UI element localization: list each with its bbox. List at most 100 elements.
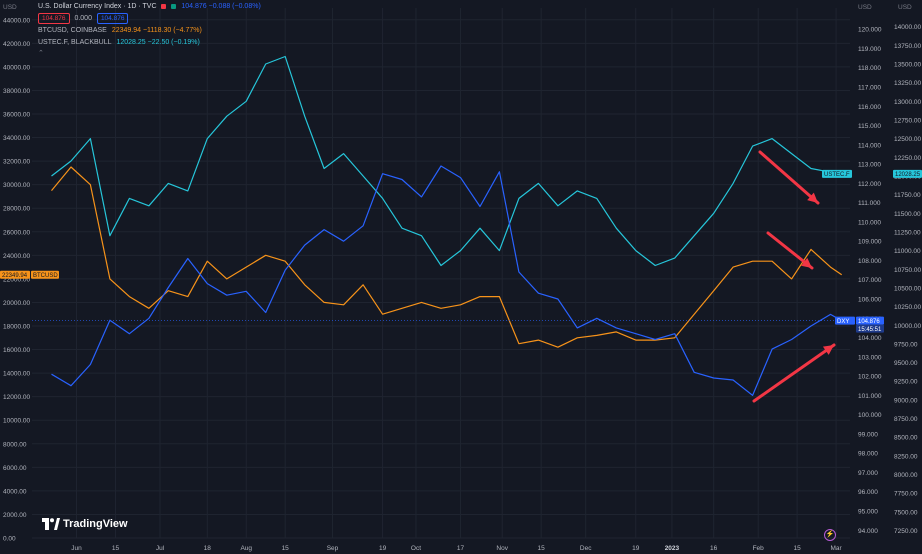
ustec-axis-tick-label: 11500.00 <box>894 211 921 218</box>
ustec-axis-tick-label: 7250.00 <box>894 528 918 535</box>
legend-btcusd-label: BTCUSD, COINBASE <box>38 27 107 34</box>
ustec-axis-tick-label: 7750.00 <box>894 491 918 498</box>
legend-ustec-label: USTEC.F, BLACKBULL <box>38 39 112 46</box>
ustec-axis-tick-label: 8250.00 <box>894 453 918 460</box>
lightning-icon[interactable]: ⚡ <box>824 529 836 541</box>
dxy-axis-tick-label: 111.000 <box>858 200 881 207</box>
left-axis-tick-label: 38000.00 <box>3 88 30 95</box>
dxy-last-price-badge: 104.876 <box>858 319 880 325</box>
time-axis-tick-label: Jun <box>71 545 82 552</box>
left-axis-tick-label: 26000.00 <box>3 229 30 236</box>
arrow-dxy-head <box>822 345 834 355</box>
dxy-axis-tick-label: 117.000 <box>858 85 881 92</box>
left-axis-tick-label: 8000.00 <box>3 441 27 448</box>
symbol-title[interactable]: U.S. Dollar Currency Index · 1D · TVC <box>38 3 157 10</box>
left-price-axis[interactable]: 0.00 2000.00 4000.00 6000.00 8000.00 10000.00… <box>3 17 30 542</box>
dxy-axis-tick-label: 119.000 <box>858 46 881 53</box>
legend-ustec-value: 12028.25 −22.50 (−0.19%) <box>116 39 200 46</box>
chart-title-row: U.S. Dollar Currency Index · 1D · TVC 10… <box>38 2 264 11</box>
btc-last-price-badge: 22349.94 <box>2 273 28 279</box>
dxy-series-badge: DXY <box>837 319 849 325</box>
dxy-axis-tick-label: 112.000 <box>858 181 881 188</box>
collapse-legend-icon[interactable]: ⌃ <box>38 50 44 57</box>
ustec-axis-tick-label: 9250.00 <box>894 379 918 386</box>
time-axis[interactable]: Jun 15 Jul 18 Aug 15 Sep 19 Oct 17 Nov 15 Dec 19 2023 1… <box>71 545 842 552</box>
spread-value: 0.000 <box>74 15 92 22</box>
ustec-axis-tick-label: 13750.00 <box>894 43 921 50</box>
ustec-last-price-badge-bg <box>893 169 922 178</box>
time-axis-tick-label: 18 <box>204 545 212 552</box>
time-axis-tick-label: Aug <box>240 545 252 552</box>
market-status-icon <box>171 3 177 9</box>
ustec-axis-tick-label: 10250.00 <box>894 304 921 311</box>
sell-button[interactable]: 104.876 <box>38 13 70 24</box>
dxy-countdown-badge-bg <box>856 324 884 333</box>
time-axis-tick-label: Sep <box>327 545 339 552</box>
ustec-series-badge: USTEC.F <box>824 172 850 178</box>
ustec-axis-tick-label: 8000.00 <box>894 472 918 479</box>
left-axis-tick-label: 4000.00 <box>3 488 27 495</box>
left-axis-unit: USD <box>3 4 17 11</box>
left-axis-tick-label: 20000.00 <box>3 300 30 307</box>
left-axis-tick-label: 44000.00 <box>3 17 30 24</box>
tradingview-logo[interactable]: TradingView <box>42 515 128 533</box>
time-axis-tick-label: 16 <box>710 545 718 552</box>
dxy-axis-tick-label: 97.000 <box>858 470 878 477</box>
btc-series-badge: BTCUSD <box>33 273 58 279</box>
dxy-axis-tick-label: 96.000 <box>858 489 878 496</box>
symbol-title-value: 104.876 −0.088 (−0.08%) <box>181 3 261 10</box>
ustec-axis-tick-label: 12250.00 <box>894 155 921 162</box>
ustec-axis-tick-label: 10000.00 <box>894 323 921 330</box>
annotation-arrows <box>752 150 836 403</box>
dxy-axis-tick-label: 109.000 <box>858 239 882 246</box>
ustec-axis-tick-label: 9750.00 <box>894 341 918 348</box>
time-axis-tick-label: Nov <box>496 545 508 552</box>
left-axis-tick-label: 40000.00 <box>3 64 30 71</box>
buy-button[interactable]: 104.876 <box>96 13 129 24</box>
time-axis-tick-label: 2023 <box>665 545 680 552</box>
time-axis-tick-label: 19 <box>379 545 387 552</box>
ustec-last-price-badge: 12028.25 <box>895 172 921 178</box>
left-axis-tick-label: 10000.00 <box>3 418 30 425</box>
dxy-axis-tick-label: 102.000 <box>858 374 882 381</box>
dxy-axis-tick-label: 106.000 <box>858 297 882 304</box>
dxy-axis-tick-label: 107.000 <box>858 277 882 284</box>
time-axis-tick-label: 17 <box>457 545 465 552</box>
left-axis-tick-label: 42000.00 <box>3 41 30 48</box>
ustec-series-badge-bg <box>822 169 852 178</box>
left-axis-tick-label: 28000.00 <box>3 206 30 213</box>
legend-ustec[interactable]: USTEC.F, BLACKBULL 12028.25 −22.50 (−0.1… <box>38 38 203 47</box>
dxy-axis-tick-label: 116.000 <box>858 104 881 111</box>
arrow-dxy <box>752 343 836 403</box>
ustec-axis-tick-label: 11750.00 <box>894 192 921 199</box>
dxy-axis-tick-label: 120.000 <box>858 27 882 34</box>
dxy-axis-tick-label: 108.000 <box>858 258 882 265</box>
ustec-axis-tick-label: 11000.00 <box>894 248 921 255</box>
ustec-axis-tick-label: 13000.00 <box>894 99 921 106</box>
dxy-axis-tick-label: 113.000 <box>858 162 881 169</box>
left-axis-tick-label: 6000.00 <box>3 465 27 472</box>
left-axis-tick-label: 22000.00 <box>3 276 30 283</box>
legend-btcusd[interactable]: BTCUSD, COINBASE 22349.94 −1118.30 (−4.7… <box>38 26 205 35</box>
btc-last-price-badge-bg <box>0 270 30 279</box>
series-line-dxy <box>51 165 842 396</box>
time-axis-tick-label: 15 <box>282 545 290 552</box>
time-axis-tick-label: Mar <box>830 545 842 552</box>
left-axis-tick-label: 24000.00 <box>3 253 30 260</box>
left-axis-tick-label: 30000.00 <box>3 182 30 189</box>
right-price-axis-ustec[interactable]: 7250.00 7500.00 7750.00 8000.00 8250.00 8500.… <box>894 24 921 535</box>
dxy-axis-tick-label: 118.000 <box>858 65 881 72</box>
left-axis-tick-label: 0.00 <box>3 536 16 543</box>
time-axis-tick-label: Jul <box>156 545 165 552</box>
time-axis-tick-label: 15 <box>538 545 546 552</box>
left-axis-tick-label: 32000.00 <box>3 159 30 166</box>
time-axis-tick-label: Oct <box>411 545 421 552</box>
series-line-ustec-f <box>51 55 842 267</box>
time-axis-tick-label: 19 <box>632 545 640 552</box>
ustec-axis-tick-label: 12750.00 <box>894 117 921 124</box>
left-axis-tick-label: 36000.00 <box>3 112 30 119</box>
trade-buttons-row: 104.876 0.000 104.876 <box>38 13 131 24</box>
left-axis-tick-label: 34000.00 <box>3 135 30 142</box>
